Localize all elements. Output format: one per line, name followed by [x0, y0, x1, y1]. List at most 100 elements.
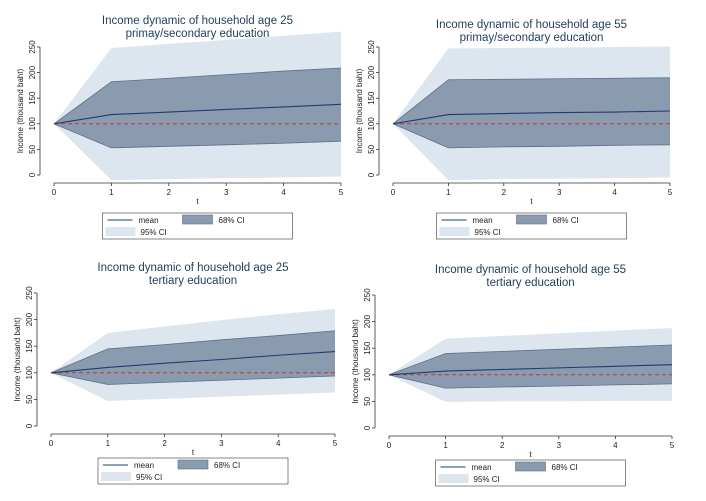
ci68-band: [51, 330, 335, 385]
x-axis-label: t: [196, 197, 199, 206]
legend-ci68-swatch: [177, 459, 209, 470]
legend-ci68-swatch: [182, 214, 213, 225]
y-tick-label: 100: [25, 366, 34, 380]
y-tick-label: 100: [363, 368, 372, 382]
legend-ci95-label: 95% CI: [141, 228, 167, 237]
y-tick-label: 250: [28, 40, 37, 54]
x-tick-label: 3: [557, 441, 562, 450]
ci68-upper-line: [50, 330, 336, 374]
legend-ci68-swatch: [516, 214, 547, 225]
x-tick-label: 2: [500, 441, 505, 450]
legend-ci95-label: 95% CI: [474, 475, 500, 484]
chart-subtitle: tertiary education: [149, 275, 237, 287]
chart-panel-top-left: Income dynamic of household age 25 primay…: [0, 0, 353, 250]
y-tick-label: 0: [25, 423, 34, 428]
x-tick-label: 4: [276, 439, 281, 448]
x-tick-label: 5: [670, 441, 675, 450]
y-tick-label: 0: [28, 172, 37, 177]
y-tick-label: 250: [367, 40, 376, 54]
y-tick-label: 150: [363, 341, 372, 355]
legend-ci95-label: 95% CI: [475, 228, 501, 237]
x-tick-label: 3: [557, 188, 562, 197]
legend-ci68-label: 68% CI: [219, 216, 245, 225]
legend-ci95-label: 95% CI: [136, 473, 162, 482]
x-tick-label: 0: [52, 188, 57, 197]
y-tick-label: 200: [25, 312, 34, 326]
y-axis-label: Income (thousand baht): [355, 68, 364, 153]
x-axis-label: t: [530, 197, 533, 206]
mean-line: [388, 364, 673, 376]
legend-ci68-label: 68% CI: [552, 463, 578, 472]
x-tick-label: 0: [49, 439, 54, 448]
ci68-lower-line: [388, 374, 673, 389]
x-tick-label: 3: [219, 439, 224, 448]
chart-svg: Income dynamic of household age 55primay…: [355, 19, 673, 240]
chart-svg: Income dynamic of household age 25primay…: [16, 15, 344, 240]
mean-line: [50, 350, 336, 374]
legend-ci68-swatch: [515, 461, 546, 472]
y-tick-label: 200: [363, 314, 372, 328]
legend-mean-label: mean: [139, 216, 159, 225]
mean-line: [392, 110, 671, 125]
ci68-upper-line: [388, 344, 673, 376]
y-axis-label: Income (thousand baht): [351, 319, 360, 404]
chart-subtitle: primay/secondary education: [126, 28, 270, 40]
x-tick-label: 2: [167, 188, 172, 197]
chart-svg: Income dynamic of household age 25tertia…: [13, 262, 338, 485]
x-tick-label: 4: [281, 188, 286, 197]
chart-title: Income dynamic of household age 25: [102, 15, 293, 27]
y-tick-label: 50: [25, 394, 34, 403]
ci68-lower-line: [53, 123, 342, 149]
ci68-band: [54, 67, 341, 148]
y-tick-label: 100: [367, 117, 376, 131]
legend-ci68-label: 68% CI: [553, 216, 579, 225]
ci68-lower-line: [392, 123, 671, 149]
x-tick-label: 1: [443, 441, 448, 450]
chart-svg: Income dynamic of household age 55tertia…: [351, 264, 675, 487]
y-tick-label: 250: [363, 288, 372, 302]
x-tick-label: 5: [339, 188, 344, 197]
x-tick-label: 2: [162, 439, 167, 448]
legend-mean-label: mean: [134, 461, 154, 470]
chart-title: Income dynamic of household age 25: [97, 262, 288, 274]
y-tick-label: 50: [367, 144, 376, 153]
legend-ci95-swatch: [438, 474, 469, 483]
y-tick-label: 100: [28, 117, 37, 131]
y-tick-label: 0: [367, 172, 376, 177]
chart-panel-bottom-left: Income dynamic of household age 25 tertia…: [0, 250, 353, 501]
chart-subtitle: tertiary education: [486, 277, 574, 289]
chart-title: Income dynamic of household age 55: [435, 264, 626, 276]
x-tick-label: 2: [502, 188, 507, 197]
legend-ci95-swatch: [105, 227, 136, 236]
chart-subtitle: primay/secondary education: [460, 32, 604, 44]
chart-panel-bottom-right: Income dynamic of household age 55 tertia…: [351, 250, 706, 501]
ci68-lower-line: [50, 372, 336, 385]
ci68-upper-line: [53, 67, 342, 125]
y-tick-label: 150: [25, 339, 34, 353]
legend-ci95-swatch: [101, 472, 131, 481]
y-axis-label: Income (thousand baht): [13, 317, 22, 402]
ci68-upper-line: [392, 77, 671, 125]
x-tick-label: 4: [612, 188, 617, 197]
y-tick-label: 200: [367, 65, 376, 79]
x-tick-label: 1: [106, 439, 111, 448]
x-tick-label: 0: [387, 441, 392, 450]
x-tick-label: 5: [333, 439, 338, 448]
y-tick-label: 0: [363, 425, 372, 430]
y-axis-label: Income (thousand baht): [16, 68, 25, 153]
legend-mean-label: mean: [472, 463, 492, 472]
legend-ci95-swatch: [439, 227, 470, 236]
y-tick-label: 200: [28, 65, 37, 79]
x-tick-label: 1: [446, 188, 451, 197]
legend-mean-label: mean: [473, 216, 493, 225]
chart-panel-top-right: Income dynamic of household age 55 primay…: [353, 0, 706, 250]
y-tick-label: 150: [367, 91, 376, 105]
mean-line: [53, 103, 342, 125]
legend-ci68-label: 68% CI: [214, 461, 240, 470]
chart-title: Income dynamic of household age 55: [436, 19, 627, 31]
y-tick-label: 50: [363, 396, 372, 405]
x-axis-label: t: [192, 448, 195, 457]
y-tick-label: 150: [28, 91, 37, 105]
y-tick-label: 50: [28, 144, 37, 153]
x-tick-label: 3: [224, 188, 229, 197]
